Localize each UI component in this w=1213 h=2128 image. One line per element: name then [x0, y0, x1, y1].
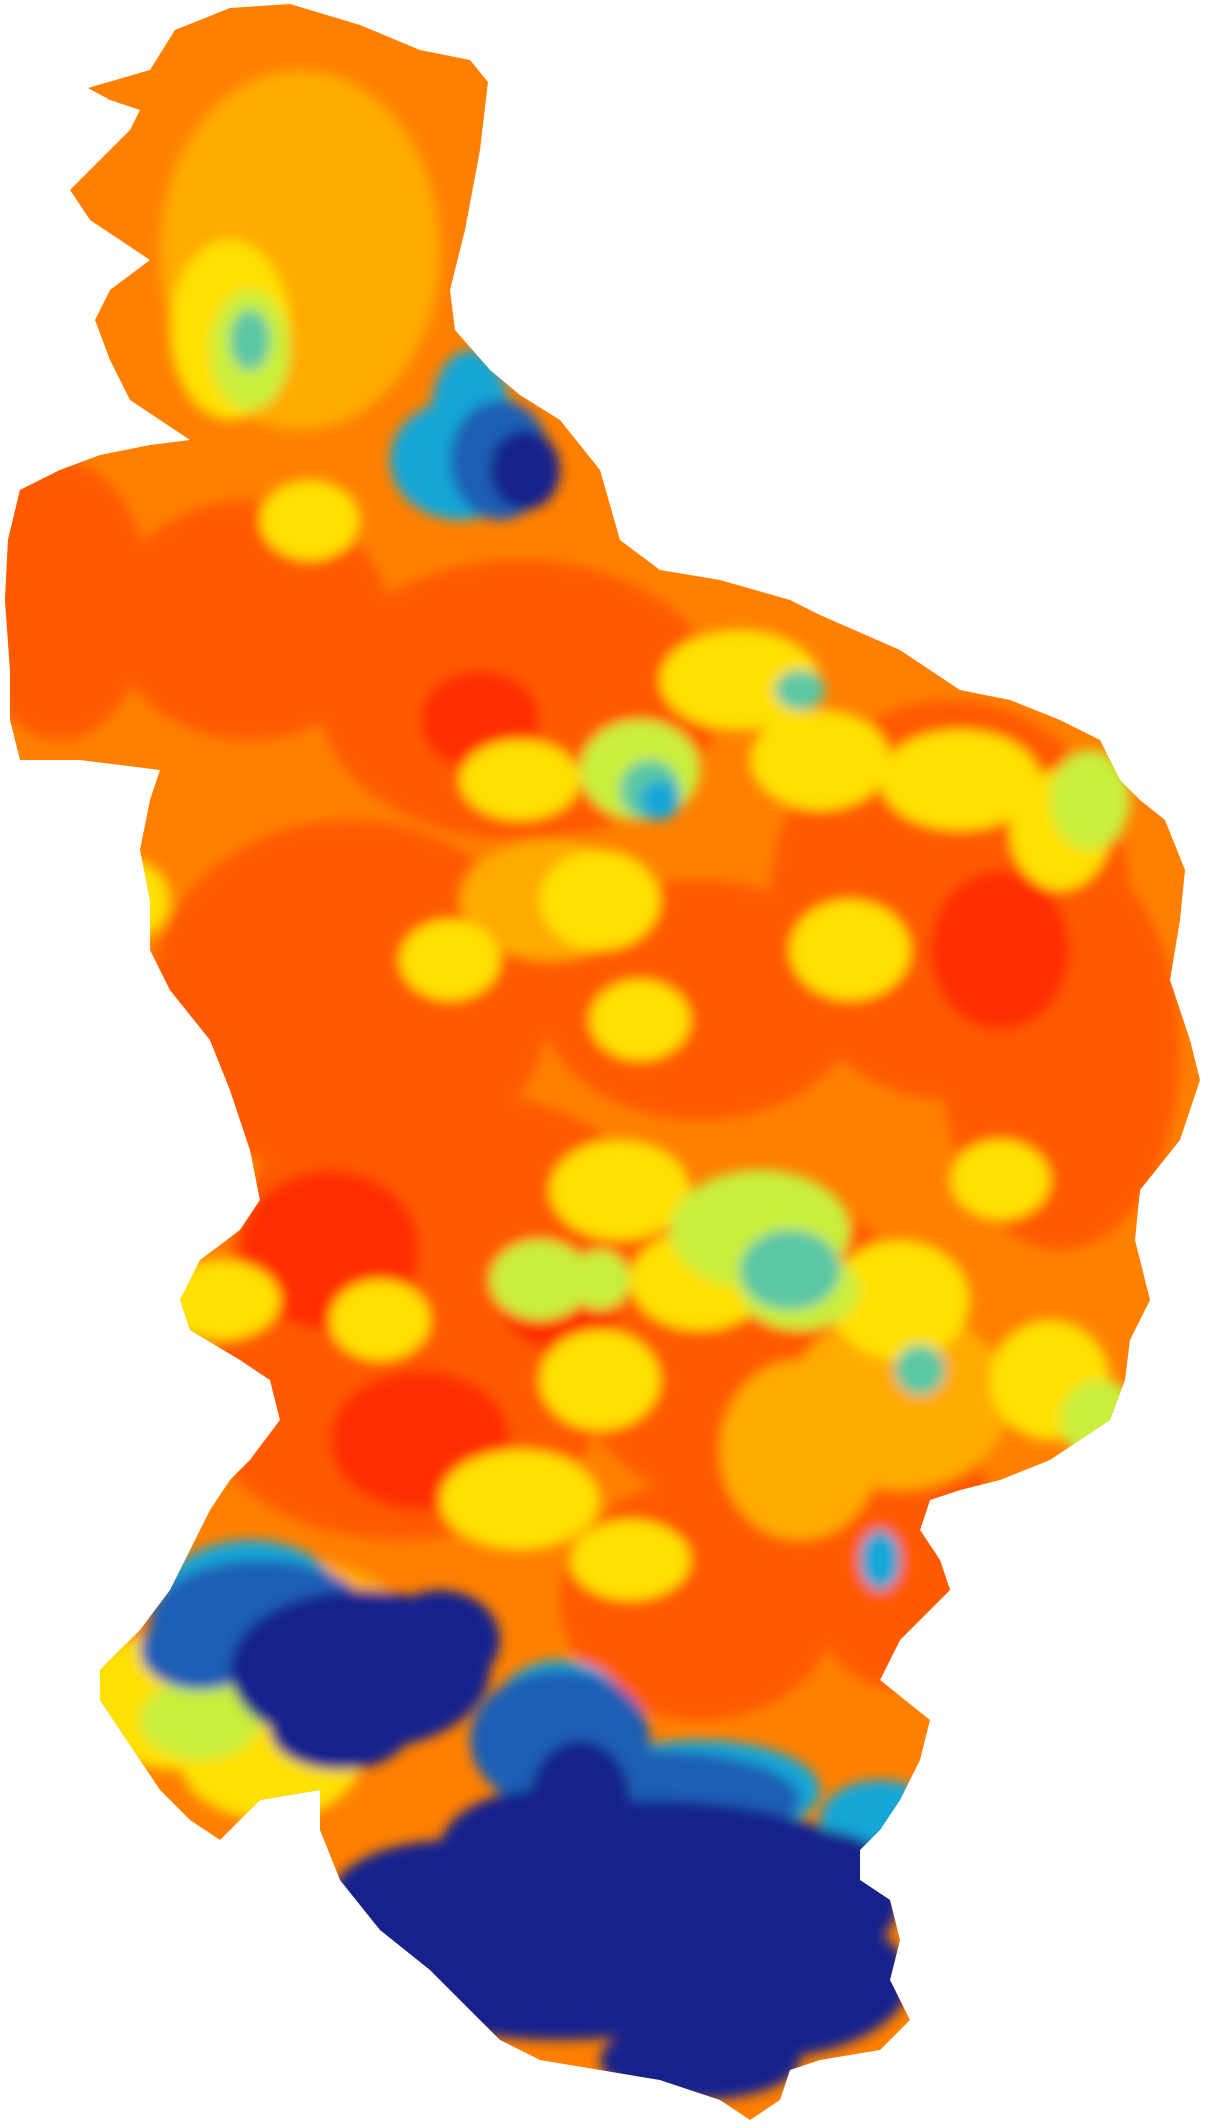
value-blob [640, 780, 680, 820]
value-blob [790, 900, 910, 1000]
value-blob [830, 1240, 970, 1360]
value-blob [880, 730, 1040, 830]
value-blob [950, 1140, 1050, 1220]
value-blob [490, 1240, 590, 1320]
value-blob [490, 430, 560, 510]
value-blob [930, 870, 1070, 1030]
value-blob [110, 500, 390, 740]
value-blob [750, 710, 890, 810]
value-blob [440, 1790, 640, 1910]
value-blob [600, 2020, 800, 2100]
value-blob [440, 1450, 600, 1550]
value-blob [400, 920, 500, 1000]
value-blob [330, 1280, 430, 1360]
value-blob [720, 1360, 880, 1540]
value-blob [160, 1260, 280, 1340]
value-blob [460, 740, 580, 820]
value-blob [230, 310, 270, 370]
value-blob [90, 860, 170, 940]
value-blob [540, 850, 660, 950]
value-blob [860, 1530, 900, 1590]
value-blob [1050, 750, 1130, 850]
value-blob [570, 1250, 630, 1310]
value-blob [270, 1690, 410, 1770]
value-blob [895, 1345, 945, 1395]
value-blob [590, 980, 690, 1060]
value-blob [740, 1830, 900, 1950]
value-blob [380, 1590, 500, 1690]
value-blob [540, 1330, 660, 1430]
value-blob [740, 1230, 840, 1310]
value-blobs [5, 70, 1180, 2100]
value-blob [570, 1520, 690, 1600]
value-blob [660, 630, 820, 730]
value-blob [550, 1140, 690, 1240]
value-blob [5, 460, 150, 740]
value-blob [260, 480, 360, 560]
value-blob [140, 1680, 260, 1760]
value-blob [775, 670, 825, 710]
value-blob [1060, 1380, 1140, 1460]
